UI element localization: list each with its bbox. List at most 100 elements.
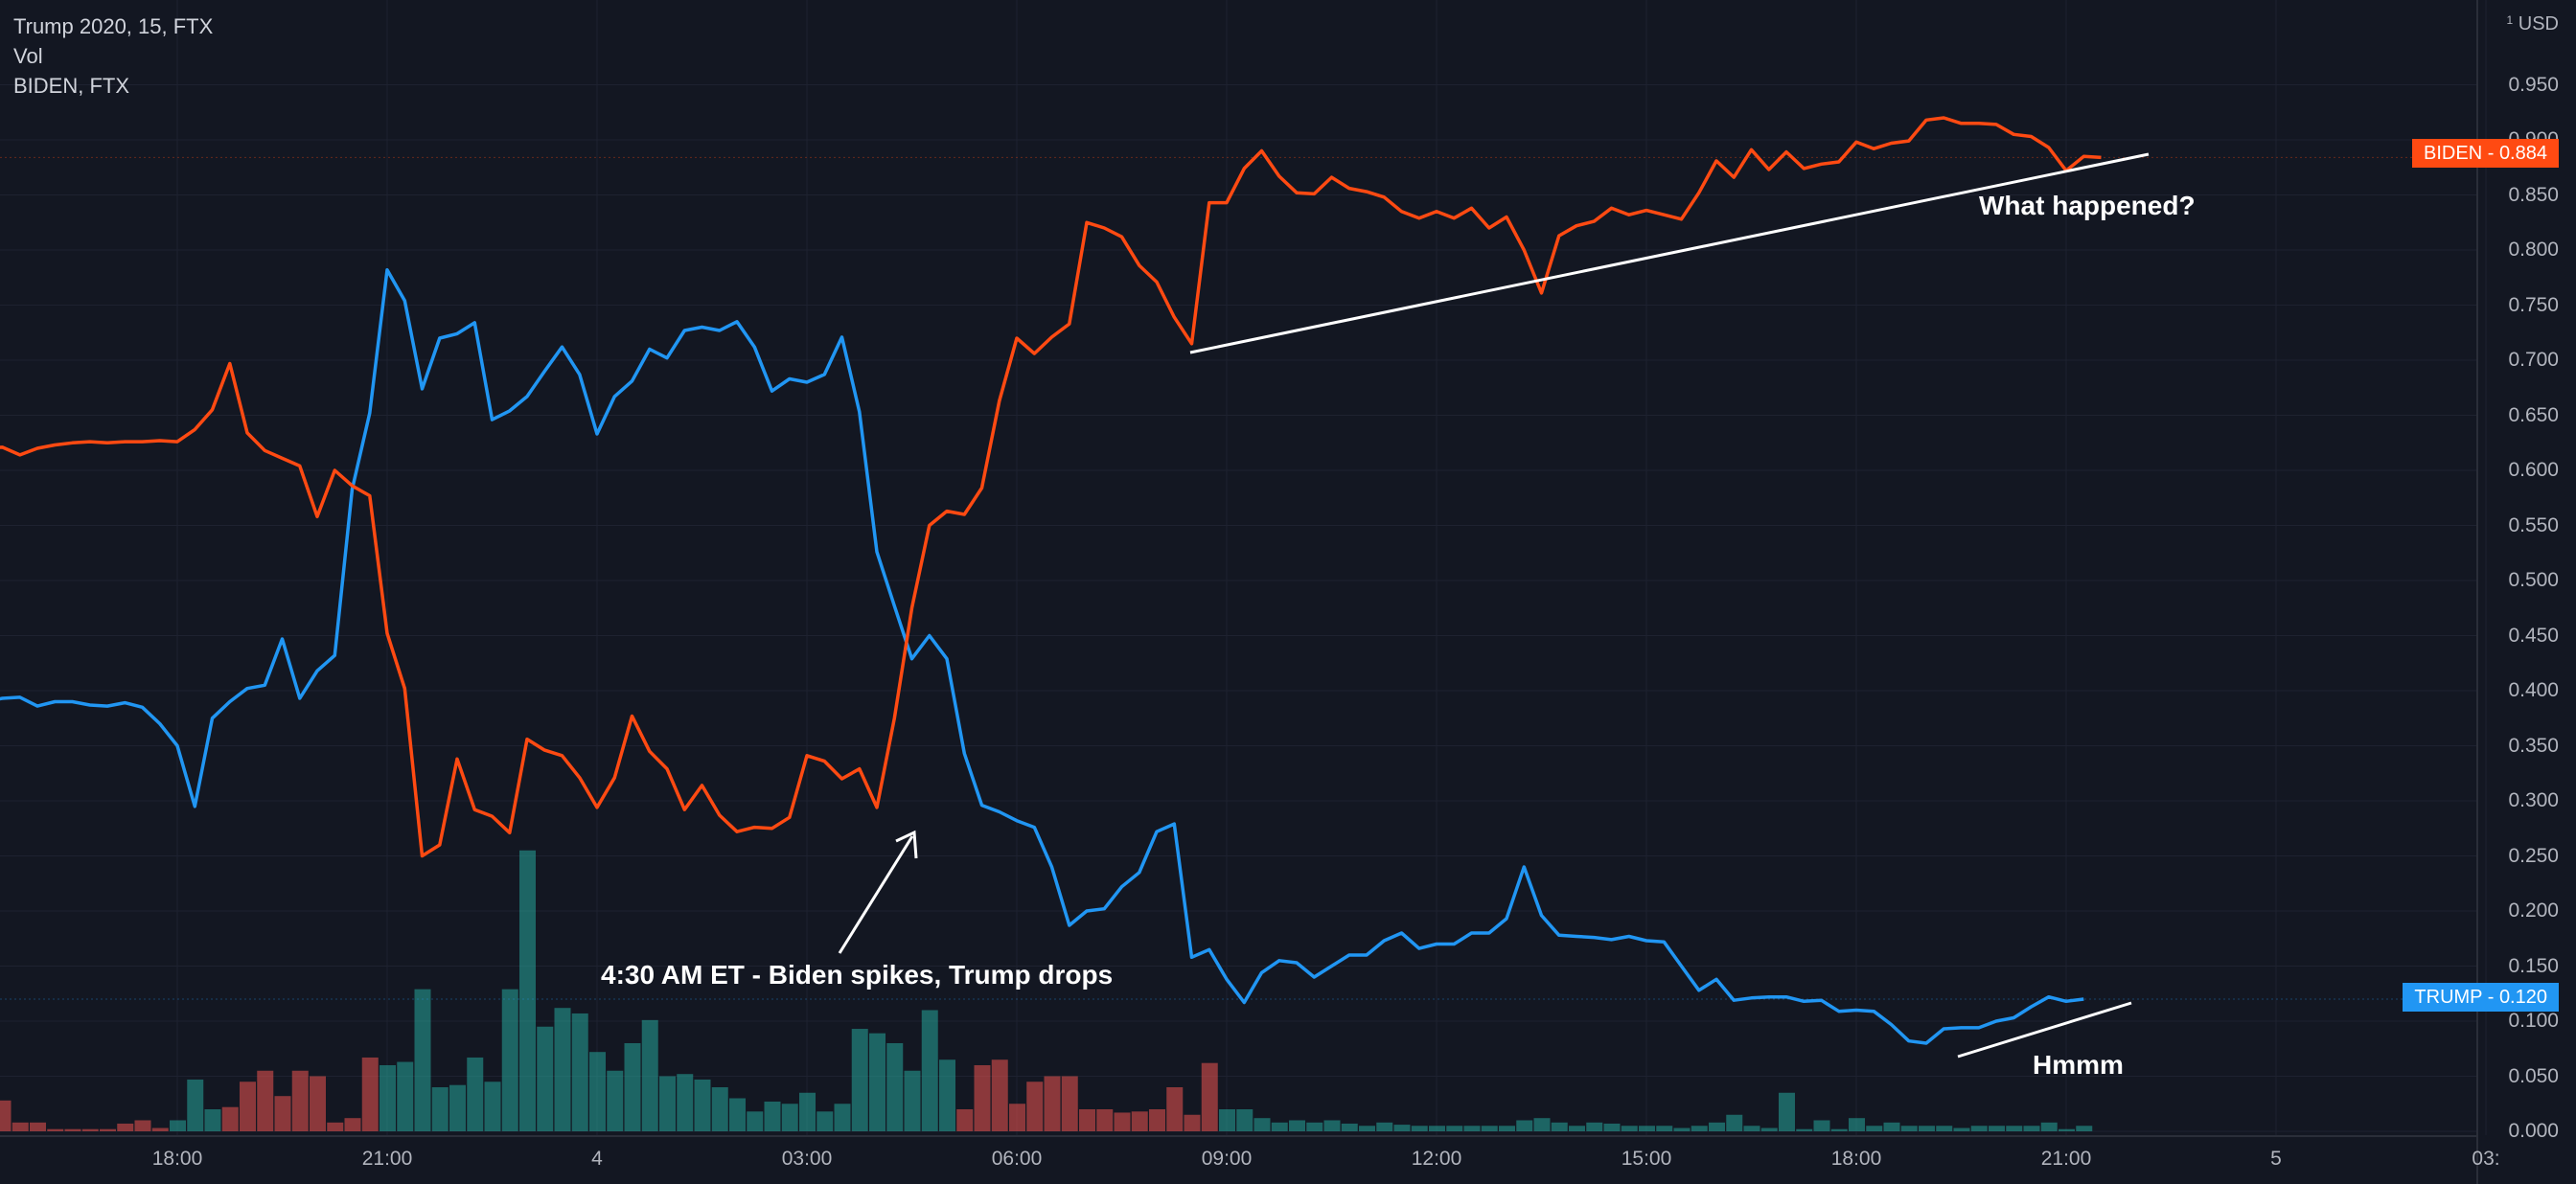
tag-separator: - [2487,987,2499,1008]
volume-bar [187,1079,204,1131]
biden-tag-label: BIDEN [2424,143,2483,164]
volume-bar [327,1122,344,1131]
biden-line [0,116,2102,858]
volume-bar [1936,1126,1953,1131]
volume-bar [1289,1120,1305,1131]
volume-bar [1796,1128,1813,1131]
volume-bar [624,1043,641,1131]
annotation-spike: 4:30 AM ET - Biden spikes, Trump drops [601,960,1114,990]
volume-bar [537,1026,554,1131]
volume-bar [47,1128,64,1131]
volume-bar [1779,1092,1795,1131]
volume-bar [1866,1126,1883,1131]
volume-bar [991,1059,1008,1131]
volume-bar [361,1057,379,1131]
volume-bar [467,1057,484,1131]
x-tick-label: 18:00 [151,1148,203,1170]
legend-main-symbol[interactable]: Trump 2020, 15, FTX [13,14,214,38]
volume-bar [1376,1122,1393,1131]
volume-bar [1044,1076,1061,1131]
volume-bar [974,1065,991,1131]
currency-label[interactable]: 1 USD [2507,13,2559,35]
x-tick-label: 5 [2270,1148,2282,1170]
volume-bar [81,1128,99,1131]
legend-volume[interactable]: Vol [13,44,43,68]
volume-bar [1830,1128,1848,1131]
volume-bar [431,1087,448,1131]
annotation-hmmm: Hmmm [2033,1050,2124,1080]
arrow-shaft [838,835,914,954]
volume-bar [1919,1126,1935,1131]
volume-bar [816,1111,834,1131]
volume-bar [1429,1126,1445,1131]
volume-bar [1359,1126,1375,1131]
volume-bar [484,1082,501,1131]
volume-bar [1656,1126,1673,1131]
volume-bar [1813,1120,1830,1131]
trump-tag-label: TRUMP [2414,987,2483,1008]
tag-separator: - [2487,143,2499,164]
x-tick-label: 12:00 [1411,1148,1462,1170]
volume-bar [1639,1126,1655,1131]
volume-bar [1743,1126,1760,1131]
currency-text: USD [2518,13,2559,34]
y-tick-label: 0.050 [2508,1064,2559,1087]
volume-bar [711,1087,728,1131]
volume-bar [1953,1127,1970,1131]
y-tick-label: 0.300 [2508,789,2559,811]
legend-compare-symbol[interactable]: BIDEN, FTX [13,74,130,98]
volume-bar [747,1111,764,1131]
volume-bar [1551,1122,1568,1131]
volume-bar [1673,1127,1690,1131]
volume-bar [257,1070,274,1131]
volume-bar [939,1059,955,1131]
volume-bar [1149,1109,1165,1131]
volume-bar [1341,1123,1358,1131]
volume-bar [1061,1076,1078,1131]
volume-bar [380,1065,396,1131]
volume-bar [956,1109,974,1131]
volume-bar [1849,1118,1865,1131]
trump-tag-value: 0.120 [2498,987,2547,1008]
volume-bar [2006,1126,2023,1131]
volume-bar [1271,1122,1288,1131]
volume-bar [151,1127,169,1131]
volume-bar [589,1052,606,1131]
volume-bar [1481,1126,1498,1131]
y-tick-label: 0.800 [2508,239,2559,261]
volume-bar [1166,1087,1184,1131]
volume-bar [1131,1111,1148,1131]
x-tick-label: 21:00 [2040,1148,2092,1170]
trump-line [0,267,2084,1045]
volume-bar [1184,1114,1201,1131]
volume-bar [1603,1123,1621,1131]
volume-bar [64,1128,81,1131]
volume-bar [291,1070,309,1131]
volume-bar [501,989,518,1131]
y-tick-label: 0.400 [2508,679,2559,701]
volume-bar [1690,1126,1708,1131]
y-tick-label: 0.100 [2508,1010,2559,1032]
y-tick-label: 0.650 [2508,403,2559,426]
volume-bar [1970,1126,1988,1131]
volume-bar [310,1076,326,1131]
volume-bar [1709,1122,1725,1131]
volume-bar [1096,1109,1114,1131]
volume-bar [729,1098,746,1131]
volume-bar [1306,1122,1323,1131]
volume-bar [2076,1126,2093,1131]
currency-marker: 1 [2506,13,2514,27]
y-tick-label: 0.250 [2508,844,2559,867]
volume-bar [397,1061,414,1131]
trend-line-trump [1957,1001,2132,1059]
volume-bar [1009,1104,1025,1131]
volume-bar [1499,1126,1515,1131]
volume-bar [571,1013,588,1131]
volume-bar [886,1043,904,1131]
volume-bar [1586,1122,1603,1131]
volume-bar [274,1096,291,1131]
volume-bar [764,1101,781,1131]
volume-bar [851,1029,868,1131]
volume-bar [1219,1109,1235,1131]
